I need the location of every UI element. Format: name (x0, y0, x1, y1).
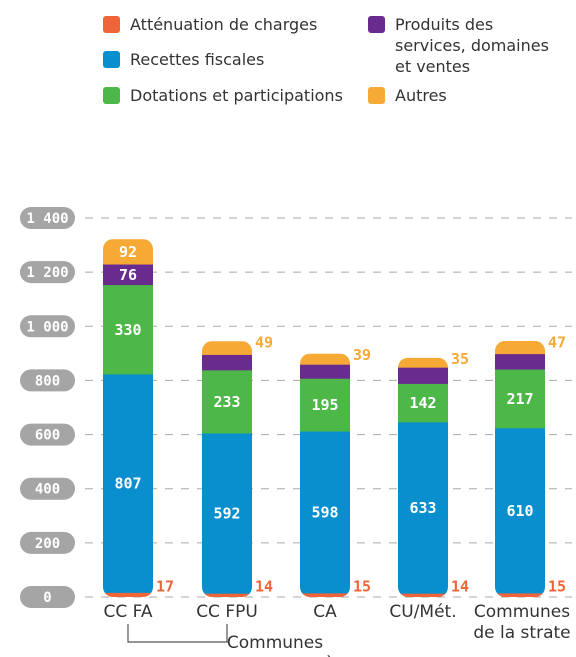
data-label: 35 (451, 350, 469, 368)
y-tick-pill (20, 261, 75, 284)
data-label: 17 (156, 578, 174, 596)
data-label: 57 (548, 346, 566, 364)
bar-segment (202, 369, 252, 434)
legend-item: Autres (368, 85, 576, 106)
data-label: 233 (213, 393, 240, 411)
x-tick-label: CA (313, 602, 337, 622)
data-label: 598 (311, 503, 338, 521)
x-tick-label: CC FA (103, 602, 153, 622)
data-label: 15 (353, 578, 371, 596)
bar-segment (103, 373, 153, 593)
y-tick-label: 1 200 (26, 265, 68, 281)
bar-segment (103, 239, 153, 265)
bar-segment (495, 369, 545, 429)
y-tick-label: 1 000 (26, 319, 68, 335)
bar-segment (202, 432, 252, 594)
legend-item: Recettes fiscales (103, 49, 363, 70)
data-label: 610 (506, 502, 533, 520)
legend-label: Atténuation de charges (130, 15, 318, 34)
bar-segment (398, 421, 448, 594)
legend-label: Autres (395, 86, 447, 105)
bar-segment (300, 592, 350, 598)
group-bracket (127, 624, 228, 643)
bar-segment (495, 353, 545, 370)
data-label: 14 (451, 578, 469, 596)
y-tick-pill (20, 531, 75, 554)
y-tick-label: 400 (35, 482, 60, 498)
y-tick-label: 200 (35, 536, 60, 552)
legend-item: Dotations et participations (103, 85, 363, 106)
bar-segment (103, 264, 153, 286)
data-label: 76 (119, 266, 137, 284)
group-label: Communes appartenant à (215, 633, 336, 657)
bar-segment (202, 341, 252, 355)
bar-stack (103, 239, 153, 597)
legend-swatch (103, 16, 120, 33)
y-tick-label: 0 (43, 590, 51, 606)
bar-segment (300, 431, 350, 594)
bar-segment (202, 354, 252, 371)
x-tick-label: CC FPU (196, 602, 258, 622)
y-tick-pill (20, 423, 75, 446)
data-label: 330 (114, 321, 141, 339)
legend-swatch (103, 51, 120, 68)
data-label: 60 (451, 360, 469, 378)
legend-item: Produits des services, domaines et vente… (368, 14, 558, 77)
data-label: 195 (311, 396, 338, 414)
bar-segment (398, 383, 448, 423)
data-label: 49 (255, 334, 273, 352)
bar-segment (202, 593, 252, 597)
bar-segment (300, 378, 350, 432)
data-label: 142 (409, 394, 436, 412)
y-tick-pill (20, 207, 75, 229)
y-tick-label: 1 400 (26, 211, 68, 227)
bar-stack (398, 357, 448, 597)
bar-segment (398, 367, 448, 384)
bar-segment (495, 340, 545, 355)
y-tick-pill (20, 369, 75, 392)
legend-swatch (368, 87, 385, 104)
bar-segment (103, 592, 153, 597)
data-label: 92 (119, 243, 137, 261)
legend-item: Atténuation de charges (103, 14, 363, 35)
bar-segment (495, 592, 545, 597)
legend-swatch (368, 16, 385, 33)
bar-segment (398, 357, 448, 368)
data-label: 592 (213, 505, 240, 523)
bar-stack (300, 353, 350, 598)
bar-segment (398, 593, 448, 597)
data-label: 633 (409, 499, 436, 517)
data-label: 217 (506, 390, 533, 408)
bar-stack (495, 340, 545, 597)
data-label: 39 (353, 346, 371, 364)
data-label: 807 (114, 475, 141, 493)
bar-segment (300, 364, 350, 379)
x-tick-label: Communes de la strate (473, 602, 571, 643)
legend-swatch (103, 87, 120, 104)
data-label: 52 (353, 357, 371, 375)
data-label: 57 (255, 347, 273, 365)
bar-segment (495, 427, 545, 594)
x-tick-label: CU/Mét. (389, 602, 457, 622)
y-tick-pill (20, 586, 75, 608)
data-label: 14 (255, 578, 273, 596)
bar-segment (300, 353, 350, 365)
y-tick-label: 600 (35, 428, 60, 444)
y-tick-pill (20, 477, 75, 500)
data-label: 47 (548, 333, 566, 351)
legend-label: Produits des services, domaines et vente… (395, 15, 549, 76)
y-tick-label: 800 (35, 373, 60, 389)
legend-label: Dotations et participations (130, 86, 343, 105)
y-tick-pill (20, 315, 75, 338)
bar-segment (103, 284, 153, 375)
data-label: 15 (548, 578, 566, 596)
bar-stack (202, 341, 252, 597)
legend-label: Recettes fiscales (130, 50, 265, 69)
